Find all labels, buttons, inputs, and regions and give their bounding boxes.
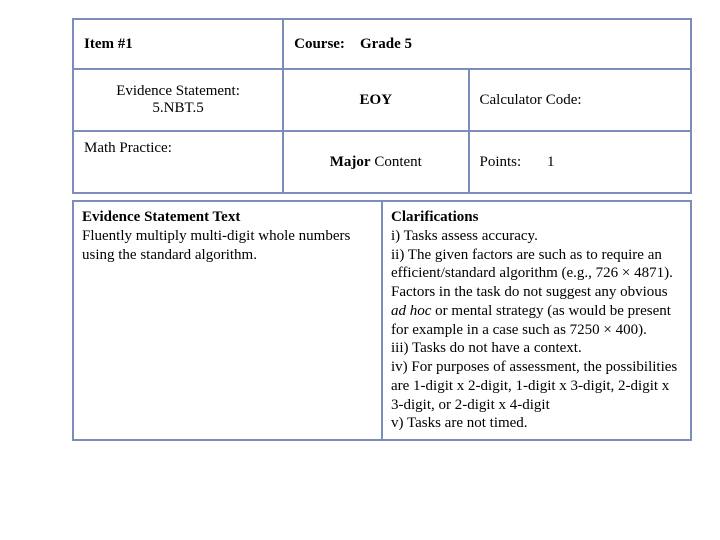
evidence-label-line1: Evidence Statement: xyxy=(84,83,272,100)
evidence-label-line2: 5.NBT.5 xyxy=(84,100,272,117)
item-label: Item #1 xyxy=(84,36,133,52)
course-label: Course: xyxy=(294,36,345,52)
points-cell: Points: 1 xyxy=(469,131,692,193)
c2-part-b: or mental strategy (as would be present … xyxy=(391,303,671,338)
major-rest: Content xyxy=(371,154,422,170)
eoy-cell: EOY xyxy=(283,69,468,131)
course-cell: Course: Grade 5 xyxy=(283,19,691,69)
c2-part-a: ii) The given factors are such as to req… xyxy=(391,247,673,301)
clarification-v: v) Tasks are not timed. xyxy=(391,414,682,433)
evidence-statement-cell: Evidence Statement: 5.NBT.5 xyxy=(73,69,283,131)
clarifications-cell: Clarifications i) Tasks assess accuracy.… xyxy=(382,201,691,440)
major-content-cell: Major Content xyxy=(283,131,468,193)
header-grid: Item #1 Course: Grade 5 Evidence Stateme… xyxy=(72,18,692,194)
clarification-iv: iv) For purposes of assessment, the poss… xyxy=(391,358,682,414)
clarifications-heading: Clarifications xyxy=(391,208,682,227)
course-value: Grade 5 xyxy=(360,36,412,52)
evidence-text-cell: Evidence Statement Text Fluently multipl… xyxy=(73,201,382,440)
calc-code-cell: Calculator Code: xyxy=(469,69,692,131)
evidence-text-heading: Evidence Statement Text xyxy=(82,208,373,227)
clarification-iii: iii) Tasks do not have a context. xyxy=(391,339,682,358)
page-container: Item #1 Course: Grade 5 Evidence Stateme… xyxy=(0,0,720,451)
body-grid: Evidence Statement Text Fluently multipl… xyxy=(72,200,692,441)
item-cell: Item #1 xyxy=(73,19,283,69)
major-bold: Major xyxy=(330,154,371,170)
points-label: Points: xyxy=(480,154,522,170)
clarification-i: i) Tasks assess accuracy. xyxy=(391,227,682,246)
c2-italic: ad hoc xyxy=(391,303,431,319)
points-value: 1 xyxy=(547,154,555,171)
evidence-text-body: Fluently multiply multi-digit whole numb… xyxy=(82,227,373,265)
math-practice-cell: Math Practice: xyxy=(73,131,283,193)
clarification-ii: ii) The given factors are such as to req… xyxy=(391,246,682,340)
